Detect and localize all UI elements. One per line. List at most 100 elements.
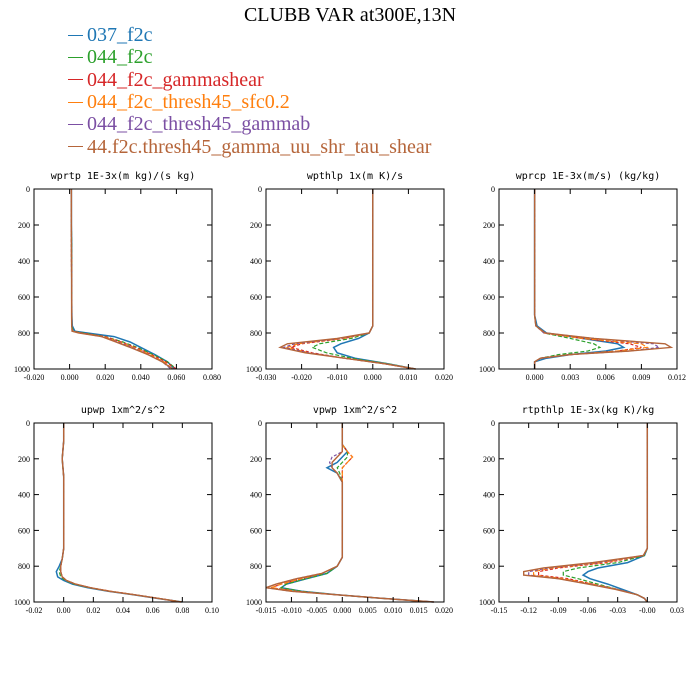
y-tick-label: 800 <box>18 562 30 571</box>
x-tick-label: 0.003 <box>561 373 579 382</box>
x-tick-label: -0.02 <box>26 606 43 615</box>
x-tick-label: -0.015 <box>256 606 277 615</box>
y-tick-label: 1000 <box>246 598 262 607</box>
series-line-2 <box>533 189 602 369</box>
x-tick-label: 0.040 <box>132 373 150 382</box>
series-line-6 <box>523 423 648 603</box>
x-tick-label: 0.06 <box>146 606 160 615</box>
y-tick-label: 400 <box>18 257 30 266</box>
series-line-5 <box>528 423 648 603</box>
x-tick-label: -0.03 <box>609 606 626 615</box>
legend-swatch <box>68 101 83 103</box>
x-tick-label: -0.005 <box>307 606 328 615</box>
y-tick-label: 800 <box>483 562 495 571</box>
x-tick-label: -0.12 <box>520 606 537 615</box>
y-tick-label: 1000 <box>246 365 262 374</box>
x-tick-label: 0.08 <box>175 606 189 615</box>
legend-item: 037_f2c <box>68 24 431 46</box>
y-tick-label: 200 <box>18 221 30 230</box>
y-tick-label: 400 <box>18 491 30 500</box>
plot-frame <box>33 188 213 370</box>
y-tick-label: 1000 <box>14 365 30 374</box>
y-tick-label: 600 <box>18 526 30 535</box>
y-tick-label: 400 <box>250 257 262 266</box>
legend-label: 044_f2c_gammashear <box>87 68 264 91</box>
series-line-4 <box>60 423 181 603</box>
y-tick-label: 600 <box>483 293 495 302</box>
x-tick-label: 0.006 <box>597 373 615 382</box>
series-line-3 <box>537 423 648 603</box>
series-line-6 <box>533 189 674 369</box>
legend-item: 44.f2c.thresh45_gamma_uu_shr_tau_shear <box>68 135 432 158</box>
series-line-2 <box>279 423 434 603</box>
series-line-6 <box>60 423 181 603</box>
y-tick-label: 1000 <box>479 365 495 374</box>
y-tick-label: 0 <box>258 185 262 194</box>
y-tick-label: 200 <box>18 455 30 464</box>
legend-label: 044_f2c <box>87 46 153 69</box>
legend: 037_f2c 044_f2c 044_f2c_gammashear 044_f… <box>68 24 431 158</box>
x-tick-label: 0.10 <box>205 606 219 615</box>
x-tick-label: 0.020 <box>435 606 453 615</box>
x-tick-label: -0.020 <box>24 373 45 382</box>
x-tick-label: 0.03 <box>670 606 684 615</box>
x-tick-label: -0.030 <box>256 373 277 382</box>
series-line-1 <box>279 423 434 603</box>
legend-swatch <box>68 123 83 125</box>
x-tick-label: 0.060 <box>167 373 185 382</box>
x-tick-label: 0.080 <box>203 373 221 382</box>
legend-item: 044_f2c_thresh45_sfc0.2 <box>68 91 431 113</box>
x-tick-label: 0.020 <box>435 373 453 382</box>
y-tick-label: 0 <box>26 185 30 194</box>
y-tick-label: 800 <box>250 562 262 571</box>
y-tick-label: 0 <box>491 419 495 428</box>
x-tick-label: 0.04 <box>116 606 130 615</box>
y-tick-label: 0 <box>491 185 495 194</box>
y-tick-label: 1000 <box>479 598 495 607</box>
y-tick-label: 1000 <box>14 598 30 607</box>
x-tick-label: 0.000 <box>364 373 382 382</box>
series-line-1 <box>533 189 626 369</box>
x-tick-label: 0.012 <box>668 373 686 382</box>
series-line-1 <box>332 189 416 370</box>
x-tick-label: 0.020 <box>96 373 114 382</box>
x-tick-label: -0.020 <box>291 373 312 382</box>
x-tick-label: -0.15 <box>491 606 508 615</box>
series-line-5 <box>60 423 180 603</box>
plot-frame <box>498 188 678 370</box>
series-line-2 <box>70 189 177 370</box>
series-line-4 <box>533 189 650 369</box>
y-tick-label: 0 <box>258 419 262 428</box>
y-tick-label: 0 <box>26 419 30 428</box>
legend-swatch <box>68 56 83 58</box>
panel-title: rtpthlp 1E-3x(kg K)/kg <box>522 405 654 416</box>
figure-title: CLUBB VAR at300E,13N <box>243 4 457 26</box>
x-tick-label: 0.000 <box>61 373 79 382</box>
plot-frame <box>265 188 445 370</box>
y-tick-label: 400 <box>250 491 262 500</box>
series-line-4 <box>270 423 434 603</box>
series-line-1 <box>581 423 649 603</box>
y-tick-label: 600 <box>483 526 495 535</box>
series-line-3 <box>60 423 183 603</box>
y-tick-label: 600 <box>18 293 30 302</box>
legend-item: 044_f2c <box>68 46 431 68</box>
y-tick-label: 200 <box>483 221 495 230</box>
panel-title: upwp 1xm^2/s^2 <box>81 405 165 416</box>
series-line-6 <box>278 189 416 370</box>
y-tick-label: 600 <box>250 526 262 535</box>
x-tick-label: -0.06 <box>580 606 597 615</box>
legend-item: 044_f2c_thresh45_gammab <box>68 113 431 135</box>
panel-title: wprtp 1E-3x(m kg)/(s kg) <box>51 171 196 182</box>
plot-frame <box>265 422 445 603</box>
series-line-6 <box>70 189 174 370</box>
legend-label: 044_f2c_thresh45_sfc0.2 <box>87 91 290 114</box>
legend-label: 44.f2c.thresh45_gamma_uu_shr_tau_shear <box>87 135 432 158</box>
y-tick-label: 800 <box>18 329 30 338</box>
y-tick-label: 800 <box>250 329 262 338</box>
panel-title: wprcp 1E-3x(m/s) (kg/kg) <box>516 171 661 182</box>
x-tick-label: 0.009 <box>632 373 650 382</box>
x-tick-label: 0.015 <box>410 606 428 615</box>
y-tick-label: 400 <box>483 491 495 500</box>
